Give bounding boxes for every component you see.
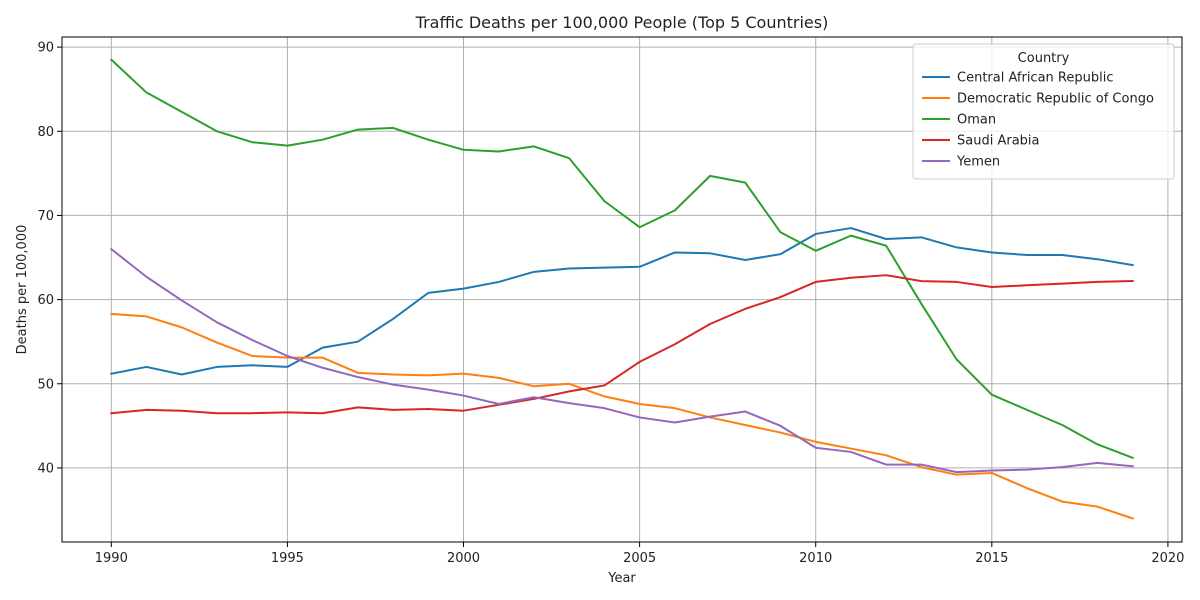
x-axis: 1990 1995 2000 2005 2010 2015 2020 xyxy=(95,542,1184,566)
x-tick-label: 1990 xyxy=(95,551,128,566)
y-axis: 40 50 60 70 80 90 xyxy=(37,41,62,476)
x-tick-label: 2000 xyxy=(447,551,480,566)
legend-label-3: Saudi Arabia xyxy=(957,134,1040,149)
y-tick-label: 60 xyxy=(37,293,54,308)
y-axis-title: Deaths per 100,000 xyxy=(15,225,30,355)
legend-label-4: Yemen xyxy=(956,155,1000,170)
plot-frame xyxy=(61,36,1183,543)
series-line-0 xyxy=(110,227,1134,376)
series-line-2 xyxy=(109,58,1134,460)
x-tick-label: 2020 xyxy=(1151,551,1184,566)
legend-label-0: Central African Republic xyxy=(957,71,1113,86)
series-line-4 xyxy=(109,247,1134,474)
legend-label-2: Oman xyxy=(957,113,996,128)
x-tick-label: 2015 xyxy=(975,551,1008,566)
y-tick-label: 50 xyxy=(37,377,54,392)
series-lines xyxy=(109,58,1134,520)
x-tick-label: 2010 xyxy=(799,551,832,566)
series-line-3 xyxy=(110,274,1134,415)
x-tick-label: 1995 xyxy=(271,551,304,566)
legend-items: Central African Republic Democratic Repub… xyxy=(922,71,1154,170)
y-tick-label: 90 xyxy=(37,41,54,56)
series-line-1 xyxy=(110,312,1134,520)
y-tick-label: 70 xyxy=(37,209,54,224)
y-tick-label: 40 xyxy=(37,461,54,476)
x-tick-label: 2005 xyxy=(623,551,656,566)
x-axis-title: Year xyxy=(607,571,636,586)
legend-title: Country xyxy=(1018,51,1070,66)
legend-label-1: Democratic Republic of Congo xyxy=(957,92,1154,107)
y-tick-label: 80 xyxy=(37,125,54,140)
legend-box xyxy=(912,43,1175,180)
legend: Country Central African Republic Democrat… xyxy=(912,43,1175,180)
chart-title: Traffic Deaths per 100,000 People (Top 5… xyxy=(415,13,829,32)
